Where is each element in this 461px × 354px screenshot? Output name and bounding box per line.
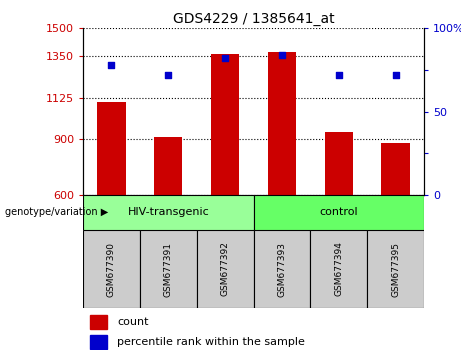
- Text: GSM677393: GSM677393: [278, 241, 286, 297]
- Bar: [154, 137, 183, 195]
- Bar: [140, 230, 197, 308]
- Text: genotype/variation ▶: genotype/variation ▶: [5, 207, 108, 217]
- Bar: [268, 52, 296, 195]
- Point: [221, 56, 229, 61]
- Point: [335, 72, 343, 78]
- Text: GSM677392: GSM677392: [221, 241, 230, 297]
- Point: [165, 72, 172, 78]
- Point: [392, 72, 399, 78]
- Bar: [310, 230, 367, 308]
- Text: control: control: [319, 207, 358, 217]
- Bar: [90, 335, 107, 348]
- Bar: [90, 315, 107, 329]
- Point: [278, 52, 286, 58]
- Bar: [83, 230, 140, 308]
- Point: [108, 62, 115, 68]
- Text: GSM677394: GSM677394: [334, 241, 343, 297]
- Bar: [254, 230, 310, 308]
- Bar: [97, 102, 125, 195]
- Bar: [382, 143, 410, 195]
- Bar: [197, 230, 254, 308]
- Text: GSM677390: GSM677390: [107, 241, 116, 297]
- Text: GSM677395: GSM677395: [391, 241, 400, 297]
- Text: percentile rank within the sample: percentile rank within the sample: [117, 337, 305, 347]
- Bar: [367, 230, 424, 308]
- Text: HIV-transgenic: HIV-transgenic: [127, 207, 209, 217]
- Text: count: count: [117, 318, 148, 327]
- Title: GDS4229 / 1385641_at: GDS4229 / 1385641_at: [173, 12, 334, 26]
- Bar: [254, 195, 424, 230]
- Bar: [325, 132, 353, 195]
- Text: GSM677391: GSM677391: [164, 241, 173, 297]
- Bar: [211, 54, 239, 195]
- Bar: [83, 195, 254, 230]
